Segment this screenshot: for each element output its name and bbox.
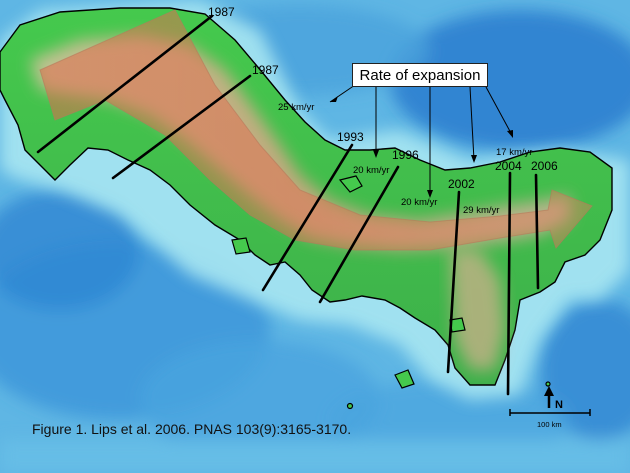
- year-label: 1987: [208, 5, 235, 19]
- rate-label: 20 km/yr: [353, 165, 389, 176]
- transect-1993: [261, 143, 354, 292]
- legend-arrowheads: [330, 96, 513, 198]
- transect-2004: [506, 171, 512, 396]
- rate-label: 29 km/yr: [463, 205, 499, 216]
- north-arrow: [544, 386, 554, 408]
- figure-caption: Figure 1. Lips et al. 2006. PNAS 103(9):…: [32, 421, 352, 437]
- north-arrow-icon: [544, 386, 554, 396]
- rate-label: 25 km/yr: [278, 102, 314, 113]
- north-label: N: [555, 399, 563, 411]
- rate-label: 17 km/yr: [496, 147, 532, 158]
- transect-2002: [446, 190, 461, 374]
- transect-1996: [318, 165, 400, 304]
- transect-1987-a: [36, 14, 214, 154]
- legend-title-box: Rate of expansion: [352, 63, 488, 87]
- year-label: 1987: [252, 63, 279, 77]
- legend-title: Rate of expansion: [359, 66, 481, 84]
- scale-bar-label: 100 km: [537, 420, 562, 429]
- transect-1987-b: [111, 74, 252, 180]
- year-label: 2006: [531, 159, 558, 173]
- scale-bar: [509, 409, 591, 416]
- transect-2006: [534, 173, 540, 290]
- year-label: 2004: [495, 159, 522, 173]
- islands: [231, 175, 551, 410]
- transect-lines: [36, 14, 540, 396]
- year-label: 1993: [337, 130, 364, 144]
- expansion-arrow: [39, 9, 593, 251]
- year-label: 1996: [392, 148, 419, 162]
- highlands-south: [450, 250, 505, 370]
- year-label: 2002: [448, 177, 475, 191]
- rate-label: 20 km/yr: [401, 197, 437, 208]
